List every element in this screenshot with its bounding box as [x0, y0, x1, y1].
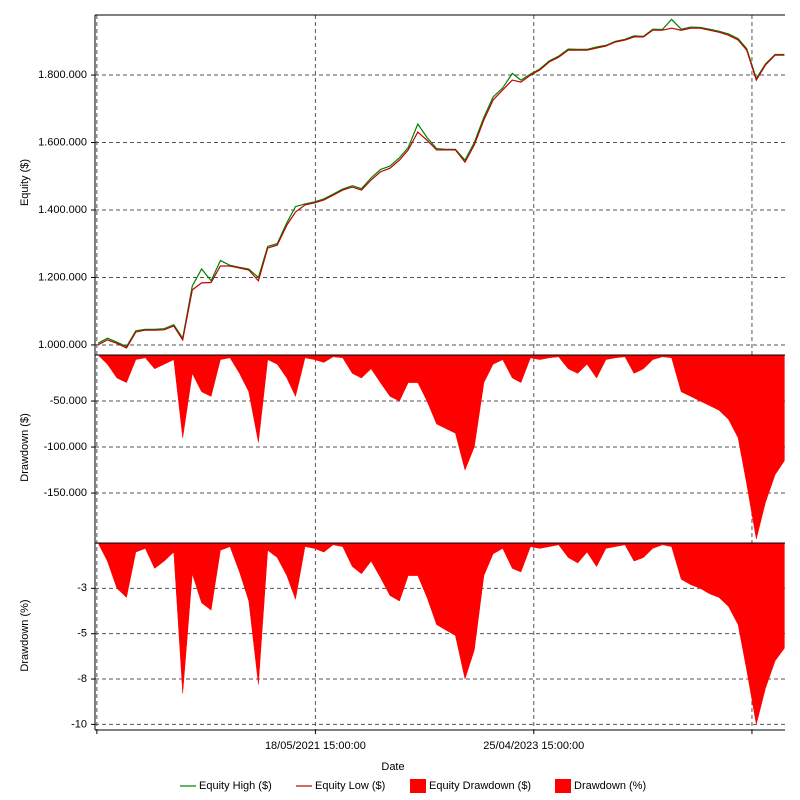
y-tick-label: 1.000.000	[38, 339, 87, 351]
drawdown-area	[97, 542, 785, 725]
equity-line	[97, 27, 785, 349]
legend-swatch	[410, 779, 426, 793]
y-tick-label: -150.000	[44, 487, 87, 499]
y-tick-label: -8	[77, 673, 87, 685]
y-axis-title: Drawdown ($)	[19, 413, 31, 481]
legend-label: Equity High ($)	[199, 780, 272, 792]
y-tick-label: -10	[71, 718, 87, 730]
legend-label: Equity Drawdown ($)	[429, 780, 531, 792]
y-tick-label: 1.200.000	[38, 271, 87, 283]
y-tick-label: 1.400.000	[38, 204, 87, 216]
legend-label: Equity Low ($)	[315, 780, 385, 792]
legend-label: Drawdown (%)	[574, 780, 646, 792]
drawdown-area	[97, 354, 785, 540]
y-axis-title: Drawdown (%)	[19, 599, 31, 671]
x-tick-label: 18/05/2021 15:00:00	[265, 740, 366, 752]
y-tick-label: 1.600.000	[38, 136, 87, 148]
y-tick-label: -50.000	[50, 395, 87, 407]
y-tick-label: -5	[77, 628, 87, 640]
x-tick-label: 25/04/2023 15:00:00	[483, 740, 584, 752]
y-tick-label: -3	[77, 582, 87, 594]
equity-line	[97, 18, 785, 348]
y-tick-label: -100.000	[44, 441, 87, 453]
x-axis-title: Date	[381, 761, 404, 773]
y-axis-title: Equity ($)	[19, 159, 31, 206]
legend-swatch	[555, 779, 571, 793]
y-tick-label: 1.800.000	[38, 69, 87, 81]
